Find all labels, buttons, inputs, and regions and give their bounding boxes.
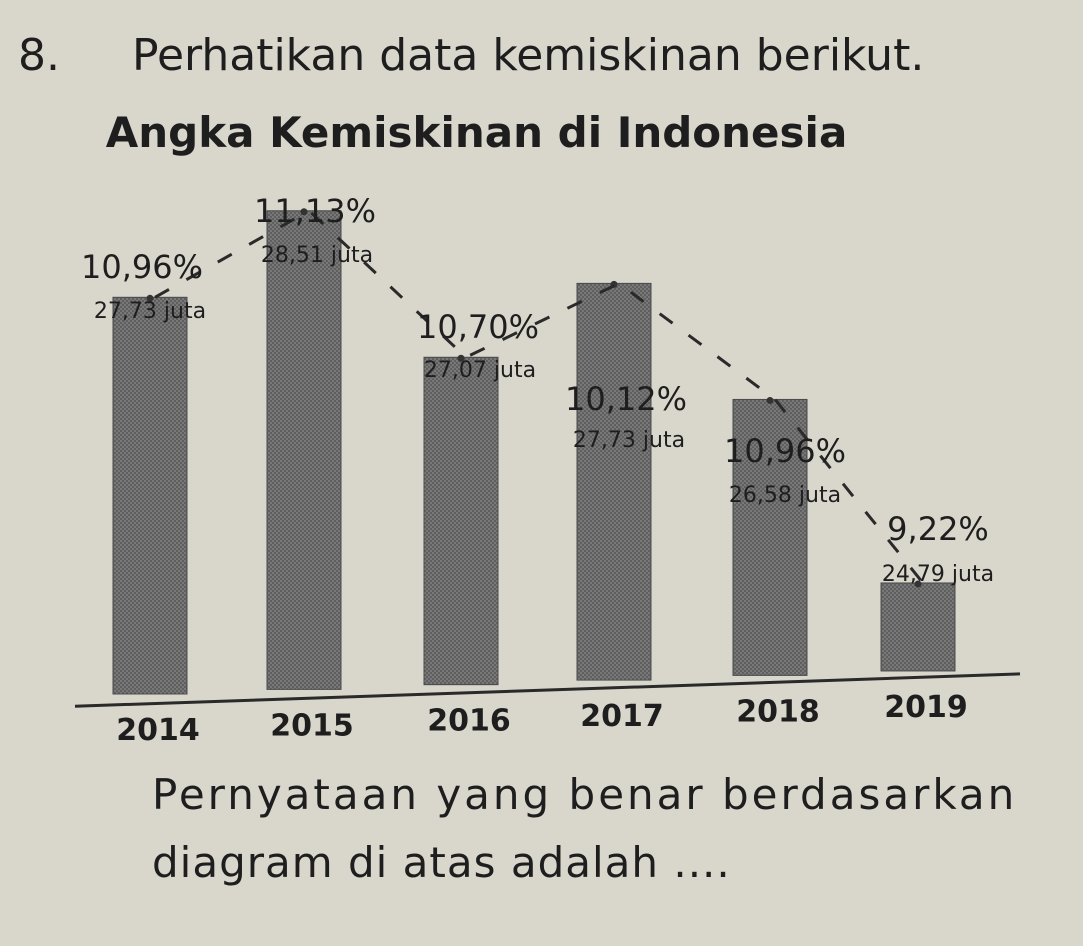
count-label-2019: 24,79 juta bbox=[882, 562, 994, 587]
chart-title: Angka Kemiskinan di Indonesia bbox=[105, 108, 848, 157]
bar-2019 bbox=[880, 582, 956, 672]
bar-2016 bbox=[423, 356, 499, 686]
percent-label-2015: 11,13% bbox=[254, 192, 376, 230]
x-tick-label-2014: 2014 bbox=[116, 713, 200, 748]
question-prompt: Perhatikan data kemiskinan berikut. bbox=[132, 30, 925, 81]
bar-2018 bbox=[732, 398, 808, 676]
question-number: 8. bbox=[18, 30, 60, 81]
percent-label-2018: 10,96% bbox=[724, 432, 846, 470]
count-label-2018: 26,58 juta bbox=[729, 483, 841, 508]
x-tick-label-2016: 2016 bbox=[427, 704, 511, 739]
count-label-2015: 28,51 juta bbox=[261, 243, 373, 268]
data-point-2015 bbox=[300, 208, 308, 216]
x-tick-label-2017: 2017 bbox=[580, 699, 664, 734]
count-label-2014: 27,73 juta bbox=[94, 299, 206, 324]
bar-2015 bbox=[266, 210, 342, 690]
percent-label-2016: 10,70% bbox=[417, 308, 539, 346]
data-point-2014 bbox=[146, 294, 154, 302]
data-point-2019 bbox=[914, 580, 922, 588]
bar-2017 bbox=[576, 282, 652, 681]
count-label-2016: 27,07 juta bbox=[424, 358, 536, 383]
percent-label-2019: 9,22% bbox=[887, 510, 989, 548]
data-point-2018 bbox=[766, 396, 774, 404]
count-label-2017: 27,73 juta bbox=[573, 428, 685, 453]
x-tick-label-2019: 2019 bbox=[884, 690, 968, 725]
percent-label-2017: 10,12% bbox=[565, 380, 687, 418]
percent-label-2014: 10,96% bbox=[81, 248, 203, 286]
x-tick-label-2015: 2015 bbox=[270, 708, 354, 743]
x-tick-label-2018: 2018 bbox=[736, 694, 820, 729]
bar-2014 bbox=[112, 296, 188, 695]
x-axis-line bbox=[74, 672, 1021, 708]
trend-line bbox=[154, 208, 925, 584]
data-point-2016 bbox=[457, 354, 465, 362]
statement-line-1: Pernyataan yang benar berdasarkan bbox=[152, 770, 1018, 819]
statement-line-2: diagram di atas adalah .... bbox=[152, 838, 731, 887]
